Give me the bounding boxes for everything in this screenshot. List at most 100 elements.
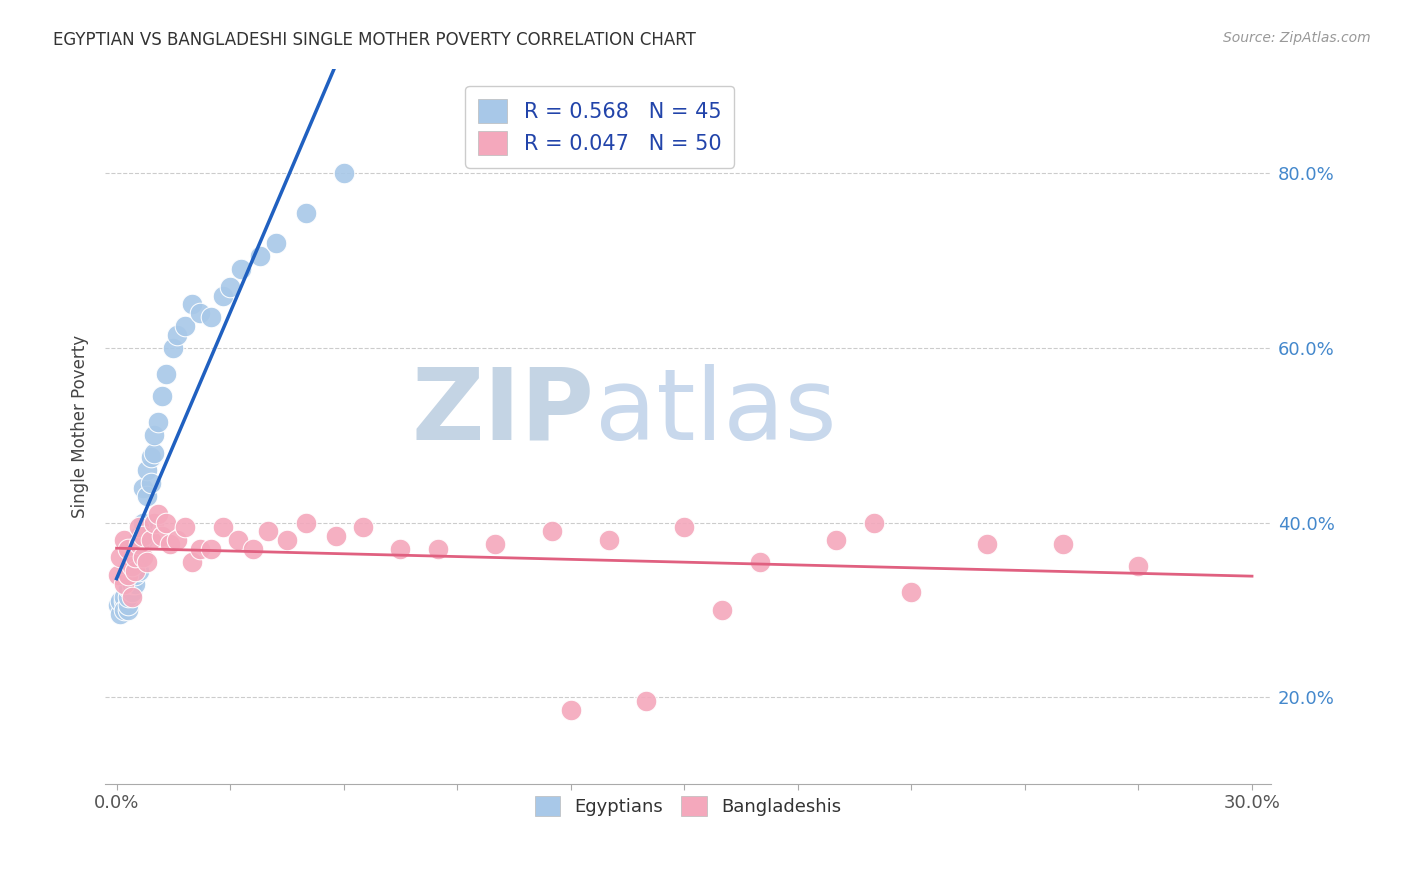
Point — [110, 594, 132, 608]
Point — [155, 367, 177, 381]
Point — [143, 516, 166, 530]
Point — [711, 603, 734, 617]
Point — [824, 533, 846, 547]
Point — [132, 550, 155, 565]
Point — [155, 516, 177, 530]
Point — [110, 550, 132, 565]
Point — [673, 520, 696, 534]
Point — [242, 541, 264, 556]
Point — [598, 533, 620, 547]
Point — [117, 590, 139, 604]
Point — [862, 516, 884, 530]
Point — [124, 550, 146, 565]
Point — [749, 555, 772, 569]
Point — [226, 533, 249, 547]
Point — [124, 568, 146, 582]
Point — [117, 599, 139, 613]
Point — [332, 166, 354, 180]
Point — [112, 594, 135, 608]
Point — [128, 520, 150, 534]
Point — [181, 297, 204, 311]
Point — [427, 541, 450, 556]
Point — [112, 590, 135, 604]
Point — [249, 249, 271, 263]
Point — [173, 319, 195, 334]
Point — [219, 280, 242, 294]
Point — [117, 541, 139, 556]
Point — [352, 520, 374, 534]
Point — [295, 205, 318, 219]
Point — [976, 537, 998, 551]
Point — [257, 524, 280, 539]
Point — [211, 288, 233, 302]
Point — [295, 516, 318, 530]
Point — [484, 537, 506, 551]
Point — [162, 341, 184, 355]
Point — [132, 516, 155, 530]
Text: Source: ZipAtlas.com: Source: ZipAtlas.com — [1223, 31, 1371, 45]
Point — [200, 310, 222, 325]
Point — [128, 537, 150, 551]
Point — [166, 327, 188, 342]
Point — [900, 585, 922, 599]
Point — [139, 476, 162, 491]
Point — [121, 559, 143, 574]
Point — [325, 528, 347, 542]
Point — [132, 481, 155, 495]
Point — [389, 541, 412, 556]
Point — [124, 576, 146, 591]
Point — [128, 550, 150, 565]
Point — [117, 603, 139, 617]
Point — [148, 507, 170, 521]
Point — [117, 568, 139, 582]
Point — [636, 694, 658, 708]
Point — [121, 590, 143, 604]
Point — [124, 537, 146, 551]
Point — [135, 463, 157, 477]
Point — [124, 564, 146, 578]
Point — [159, 537, 181, 551]
Point — [112, 533, 135, 547]
Point — [188, 306, 211, 320]
Point — [112, 603, 135, 617]
Point — [148, 415, 170, 429]
Point — [560, 703, 582, 717]
Text: atlas: atlas — [595, 364, 837, 460]
Point — [211, 520, 233, 534]
Point — [135, 489, 157, 503]
Point — [117, 581, 139, 595]
Y-axis label: Single Mother Poverty: Single Mother Poverty — [72, 334, 89, 518]
Point — [132, 528, 155, 542]
Point — [128, 564, 150, 578]
Point — [143, 428, 166, 442]
Point — [121, 576, 143, 591]
Point — [139, 533, 162, 547]
Point — [200, 541, 222, 556]
Point — [264, 236, 287, 251]
Point — [1052, 537, 1074, 551]
Point — [139, 450, 162, 464]
Point — [173, 520, 195, 534]
Point — [231, 262, 253, 277]
Point — [135, 555, 157, 569]
Text: EGYPTIAN VS BANGLADESHI SINGLE MOTHER POVERTY CORRELATION CHART: EGYPTIAN VS BANGLADESHI SINGLE MOTHER PO… — [53, 31, 696, 49]
Point — [276, 533, 298, 547]
Point — [112, 576, 135, 591]
Point — [1128, 559, 1150, 574]
Point — [107, 568, 129, 582]
Text: ZIP: ZIP — [412, 364, 595, 460]
Point — [128, 528, 150, 542]
Point — [150, 528, 173, 542]
Point — [132, 533, 155, 547]
Point — [124, 550, 146, 565]
Point — [150, 389, 173, 403]
Point — [143, 445, 166, 459]
Point — [107, 599, 129, 613]
Point — [110, 607, 132, 622]
Legend: Egyptians, Bangladeshis: Egyptians, Bangladeshis — [526, 787, 851, 825]
Point — [121, 585, 143, 599]
Point — [181, 555, 204, 569]
Point — [166, 533, 188, 547]
Point — [188, 541, 211, 556]
Point — [540, 524, 562, 539]
